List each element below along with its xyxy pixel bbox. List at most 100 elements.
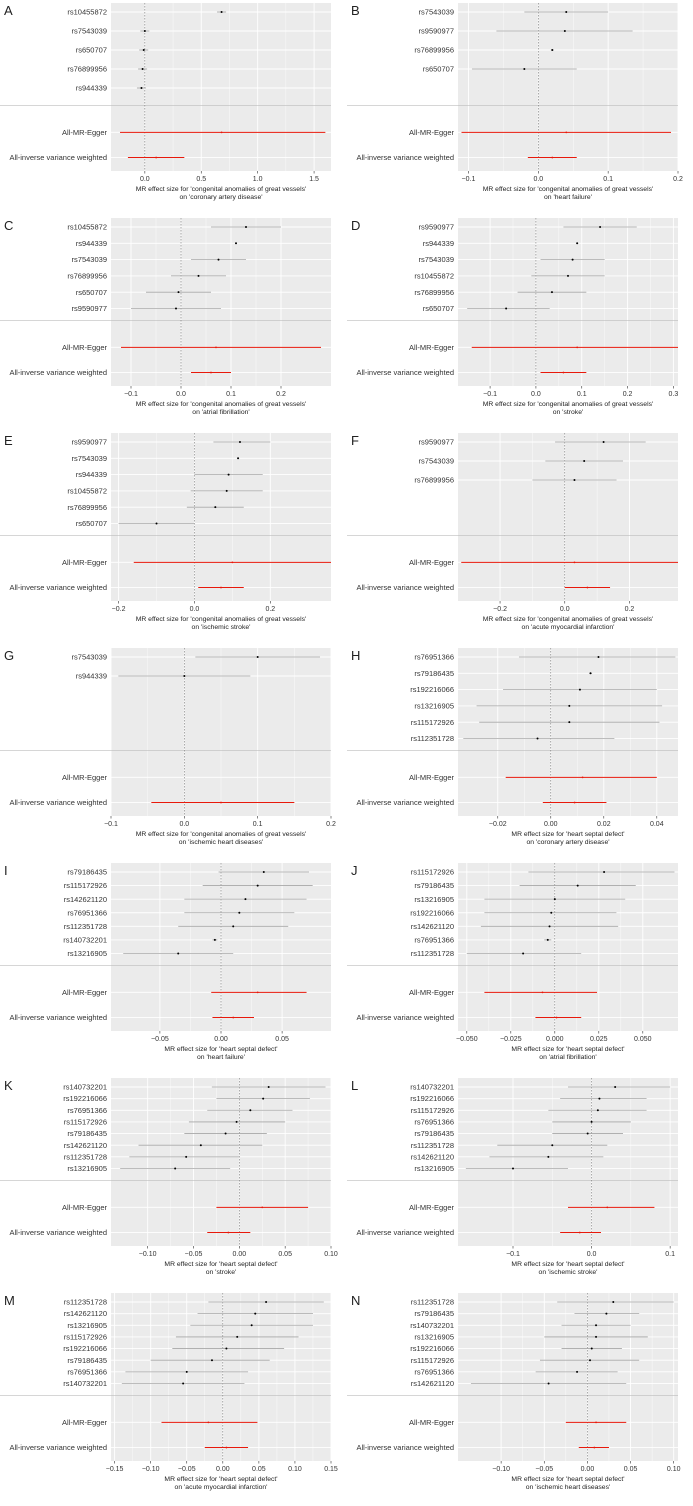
x-tick-label: 0.0 (140, 176, 150, 183)
snp-point (238, 911, 241, 914)
summary-label: All-MR-Egger (62, 343, 108, 352)
x-tick-label: −0.025 (500, 1036, 522, 1043)
snp-label: rs115172926 (64, 1333, 107, 1342)
summary-point (155, 156, 158, 159)
snp-point (175, 307, 177, 310)
snp-label: rs76951366 (414, 1367, 454, 1376)
x-axis-title: on 'stroke' (206, 1269, 237, 1276)
summary-label: All-inverse variance weighted (356, 583, 454, 592)
snp-point (551, 1144, 554, 1147)
snp-point (583, 460, 586, 462)
snp-point (612, 1301, 615, 1303)
x-tick-label: 0.0 (531, 391, 541, 398)
snp-label: rs650707 (423, 65, 454, 74)
x-axis-title: MR effect size for 'heart septal defect' (511, 1046, 624, 1053)
summary-point (565, 131, 568, 134)
snp-label: rs79186435 (67, 1129, 107, 1138)
snp-point (602, 441, 605, 443)
summary-point (261, 1206, 264, 1209)
snp-point (143, 30, 146, 32)
x-axis-title: MR effect size for 'congenital anomalies… (136, 616, 307, 623)
snp-point (235, 1120, 238, 1123)
snp-point (197, 274, 200, 277)
snp-label: rs650707 (423, 304, 454, 313)
x-tick-label: −0.10 (139, 1251, 157, 1258)
panel-label: K (4, 1078, 13, 1093)
snp-label: rs76951366 (67, 1106, 107, 1115)
snp-point (599, 226, 602, 228)
x-tick-label: 0.2 (623, 391, 633, 398)
snp-label: rs115172926 (64, 881, 107, 890)
x-tick-label: 0.5 (196, 176, 206, 183)
x-tick-label: −0.2 (493, 606, 507, 613)
x-tick-label: 0.2 (265, 606, 275, 613)
summary-label: All-MR-Egger (62, 558, 108, 567)
summary-label: All-inverse variance weighted (356, 798, 454, 807)
x-axis-title: on 'atrial fibrillation' (539, 1054, 596, 1061)
x-tick-label: −0.10 (142, 1466, 160, 1473)
summary-point (210, 371, 212, 374)
x-tick-label: 0.05 (252, 1466, 266, 1473)
x-axis-title: on 'coronary artery disease' (179, 194, 262, 201)
x-tick-label: −0.1 (104, 821, 118, 828)
summary-point (215, 346, 217, 349)
snp-point (177, 952, 180, 955)
snp-label: rs142621120 (411, 1152, 454, 1161)
snp-point (185, 1155, 188, 1158)
snp-label: rs112351728 (64, 922, 107, 931)
snp-label: rs944339 (76, 239, 107, 248)
summary-point (231, 561, 234, 564)
x-tick-label: 0.0 (533, 176, 543, 183)
snp-point (567, 274, 569, 277)
snp-point (548, 925, 551, 928)
x-tick-label: 0.00 (216, 1466, 230, 1473)
snp-point (227, 473, 230, 476)
panel-label: A (4, 3, 13, 18)
x-axis-title: on 'acute myocardial infarction' (175, 1484, 268, 1491)
x-tick-label: −0.1 (506, 1251, 520, 1258)
summary-label: All-inverse variance weighted (9, 153, 107, 162)
x-tick-label: 0.1 (603, 176, 613, 183)
x-tick-label: 0.0 (179, 821, 189, 828)
snp-point (256, 884, 259, 887)
x-tick-label: −0.05 (185, 1251, 203, 1258)
plot-background (458, 863, 678, 1031)
snp-point (512, 1167, 514, 1170)
x-tick-label: 0.05 (278, 1251, 292, 1258)
x-axis-title: on 'atrial fibrillation' (192, 409, 249, 416)
summary-label: All-inverse variance weighted (9, 1443, 107, 1452)
x-tick-label: 1.5 (309, 176, 319, 183)
snp-label: rs140732201 (63, 936, 107, 945)
panel-label: M (4, 1293, 15, 1308)
snp-label: rs944339 (76, 672, 107, 681)
snp-label: rs112351728 (411, 949, 454, 958)
x-axis-title: MR effect size for 'heart septal defect' (164, 1046, 277, 1053)
plot-background (458, 1078, 678, 1246)
snp-label: rs76899956 (67, 65, 107, 74)
summary-point (207, 1421, 210, 1424)
x-tick-label: 0.1 (226, 391, 236, 398)
x-axis-title: MR effect size for 'congenital anomalies… (136, 831, 307, 838)
x-tick-label: 0.0 (176, 391, 186, 398)
x-axis-title: on 'stroke' (553, 409, 584, 416)
summary-label: All-inverse variance weighted (9, 1013, 107, 1022)
x-tick-label: 0.1 (665, 1251, 675, 1258)
plot-background (458, 648, 678, 816)
snp-label: rs944339 (76, 84, 107, 93)
summary-point (541, 991, 544, 994)
snp-point (220, 11, 223, 13)
x-tick-label: 0.00 (581, 1466, 595, 1473)
summary-label: All-MR-Egger (409, 1418, 455, 1427)
snp-label: rs76899956 (414, 46, 454, 55)
x-axis-title: on 'ischemic stroke' (192, 624, 251, 631)
x-tick-label: −0.1 (483, 391, 497, 398)
snp-label: rs79186435 (414, 669, 454, 678)
panel-label: J (351, 863, 358, 878)
snp-point (550, 291, 553, 294)
x-tick-label: 0.10 (288, 1466, 302, 1473)
snp-label: rs76951366 (414, 1118, 454, 1127)
